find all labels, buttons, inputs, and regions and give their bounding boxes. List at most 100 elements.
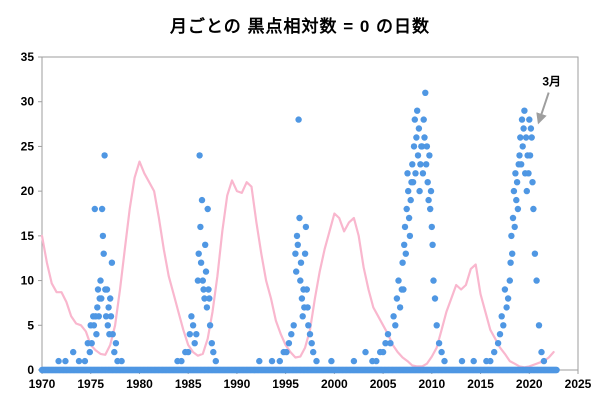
data-point — [189, 322, 197, 329]
data-point — [470, 357, 477, 365]
y-tick-label: 15 — [21, 229, 35, 243]
y-tick-label: 20 — [21, 184, 35, 198]
data-point — [487, 357, 494, 365]
y-tick-label: 30 — [21, 95, 35, 109]
data-point — [401, 241, 408, 248]
data-point — [496, 331, 504, 338]
data-point — [401, 223, 409, 231]
data-point — [97, 277, 104, 284]
annotation-march: 3月 — [536, 75, 561, 125]
data-point — [411, 116, 418, 123]
data-point — [529, 179, 536, 186]
data-point — [205, 286, 212, 293]
data-point — [406, 232, 414, 240]
data-point — [400, 286, 407, 293]
data-point — [194, 277, 202, 284]
data-point — [99, 232, 107, 240]
data-point — [531, 250, 539, 257]
data-point — [538, 348, 545, 356]
data-point — [508, 232, 515, 240]
data-point — [518, 116, 526, 123]
x-tick-label: 1995 — [272, 377, 299, 391]
data-point — [301, 250, 309, 257]
data-point — [519, 143, 526, 150]
annotation-arrow — [536, 92, 550, 125]
data-point — [395, 277, 402, 284]
data-point — [303, 286, 310, 293]
y-tick-label: 35 — [21, 50, 35, 64]
data-point — [403, 205, 410, 213]
annotation-label: 3月 — [542, 75, 561, 89]
data-point — [522, 134, 530, 141]
x-tick-label: 2025 — [565, 377, 592, 391]
data-point — [412, 170, 419, 177]
data-point — [410, 143, 418, 150]
data-point — [107, 313, 115, 320]
data-point — [206, 322, 214, 329]
data-point — [285, 340, 293, 347]
data-point — [206, 295, 213, 302]
data-point — [290, 322, 297, 329]
data-point — [104, 322, 112, 329]
data-point — [210, 348, 217, 356]
data-point — [90, 322, 98, 329]
data-point — [305, 322, 312, 329]
data-point — [202, 241, 209, 248]
data-point — [81, 357, 89, 365]
data-point — [304, 304, 311, 311]
data-point — [102, 313, 110, 320]
data-point — [504, 295, 512, 302]
data-point — [435, 340, 443, 347]
data-point — [423, 143, 431, 150]
data-point — [509, 250, 516, 257]
data-point — [516, 152, 523, 159]
data-point — [430, 277, 437, 284]
data-point — [98, 295, 105, 302]
data-point — [379, 348, 387, 356]
data-point — [421, 134, 428, 141]
x-tick-label: 1985 — [175, 377, 202, 391]
data-point — [185, 348, 192, 356]
data-point — [431, 295, 439, 302]
data-point — [433, 322, 440, 329]
data-point — [70, 348, 77, 356]
chart-title: 月ごとの 黒点相対数 = 0 の日数 — [169, 17, 431, 36]
data-point — [441, 357, 448, 365]
data-point — [306, 331, 314, 338]
data-point — [521, 107, 528, 114]
data-point — [186, 331, 193, 338]
zero-baseline-dots — [38, 366, 560, 374]
data-point — [423, 161, 430, 168]
data-point — [491, 348, 498, 356]
sunspot-curve — [40, 160, 555, 369]
data-point — [501, 286, 509, 293]
x-tick-label: 2000 — [321, 377, 348, 391]
x-tick-label: 1990 — [224, 377, 251, 391]
data-point — [292, 250, 299, 257]
data-point — [193, 331, 200, 338]
data-point — [527, 125, 535, 132]
data-point — [313, 357, 320, 365]
data-point — [503, 304, 510, 311]
data-point — [109, 331, 116, 338]
data-point — [413, 134, 420, 141]
data-point — [88, 340, 95, 347]
data-point — [112, 340, 120, 347]
data-point — [428, 223, 435, 231]
data-point — [302, 223, 310, 231]
data-point — [297, 277, 304, 284]
data-point — [438, 348, 445, 356]
data-point — [526, 116, 533, 123]
data-point — [105, 304, 112, 311]
data-point — [517, 134, 524, 141]
data-point — [404, 170, 411, 177]
data-point — [196, 152, 203, 159]
data-point — [498, 313, 505, 320]
data-point — [350, 357, 358, 365]
data-point — [393, 295, 401, 302]
data-point — [107, 295, 114, 302]
data-point — [419, 170, 427, 177]
data-point — [362, 348, 369, 356]
data-point — [405, 187, 412, 195]
